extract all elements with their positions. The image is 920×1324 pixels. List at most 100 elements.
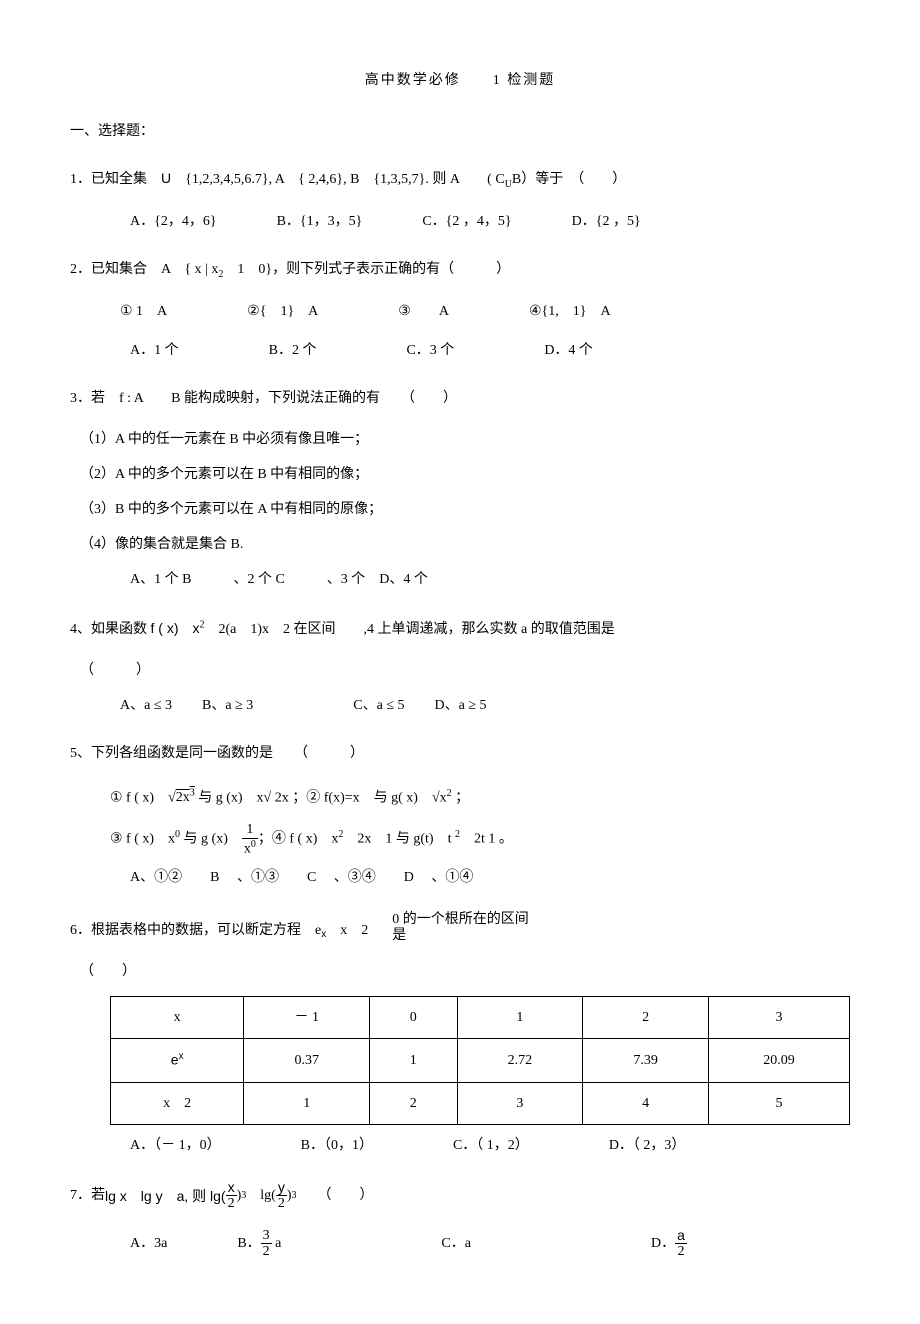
table-row: ex 0.37 1 2.72 7.39 20.09 xyxy=(111,1039,850,1083)
q7-f2-bot: 2 xyxy=(276,1196,287,1211)
section-1-header: 一、选择题： xyxy=(70,121,850,142)
q6-pre: 6．根据表格中的数据，可以断定方程 e xyxy=(70,917,321,945)
q4-options: A、a ≤ 3 B、a ≥ 3 C、a ≤ 5 D、a ≥ 5 xyxy=(70,695,850,716)
q5-l2-pre: ③ f ( x) x xyxy=(110,832,175,847)
q2-options: A．1 个 B．2 个 C．3 个 D．4 个 xyxy=(70,340,850,361)
q5-frac-top: 1 xyxy=(242,822,258,838)
q4-mid: 2(a 1)x 2 在区间 ,4 上单调递减，那么实数 a 的取值范围是 xyxy=(205,622,615,637)
q7-b-frac: 32 xyxy=(261,1228,272,1260)
q4-text: 4、如果函数 f ( x) x2 2(a 1)x 2 在区间 ,4 上单调递减，… xyxy=(70,614,850,644)
q4-opt-c: C、a ≤ 5 xyxy=(353,695,404,716)
q7-d-top: a xyxy=(675,1228,687,1244)
question-7: 7．若 lg x lg y a, 则 lg( x2 )3 lg( y2 ) 3 … xyxy=(70,1180,850,1260)
q6-stack-bot: 是 xyxy=(392,928,529,945)
q7-pre: 7．若 xyxy=(70,1182,105,1210)
q5-text: 5、下列各组函数是同一函数的是 （ ） xyxy=(70,740,850,768)
q7-opt-b: B．32 a xyxy=(237,1228,281,1260)
q5-l2-sup0b: 0 xyxy=(251,839,256,850)
q6-stack-top: 0 的一个根所在的区间 xyxy=(392,912,529,929)
q6-table: x － 1 0 1 2 3 ex 0.37 1 2.72 7.39 20.09 … xyxy=(110,996,850,1125)
q5-l1-2x3: 2x3 xyxy=(176,790,195,805)
q7-opt-a: A．3a xyxy=(130,1233,167,1254)
q2-pre: 2．已知集合 A { x | x xyxy=(70,262,218,277)
cell: 4 xyxy=(583,1082,709,1124)
q6-opt-c: C．（ 1，2） xyxy=(453,1135,529,1156)
question-4: 4、如果函数 f ( x) x2 2(a 1)x 2 在区间 ,4 上单调递减，… xyxy=(70,614,850,716)
q5-l1-pre: ① f ( x) √ xyxy=(110,790,176,805)
q5-l1-mid: 与 g (x) x√ 2x ；② f(x)=x 与 g( x) √x xyxy=(195,790,447,805)
q4-opt-b: B、a ≥ 3 xyxy=(202,695,253,716)
q5-line2: ③ f ( x) x0 与 g (x) 1x0；④ f ( x) x2 2x 1… xyxy=(70,822,850,856)
q3-options: A、1 个 B 、2 个 C 、3 个 D、4 个 xyxy=(70,569,850,590)
q7-d-pre: D． xyxy=(651,1236,675,1251)
q1-sub-u: U xyxy=(505,179,512,190)
spacer xyxy=(283,695,323,716)
q1-opt-d: D．{2 ，5} xyxy=(572,211,641,232)
cell: 1 xyxy=(244,1082,370,1124)
q7-f1-top: x xyxy=(226,1180,237,1196)
q6-paren: （ ） xyxy=(70,961,850,982)
q5-l2-mid3: 2x 1 与 g(t) t xyxy=(343,832,455,847)
q6-opt-a: A．（－ 1，0） xyxy=(130,1135,221,1156)
q2-opt-a: A．1 个 xyxy=(130,340,179,361)
q1-opt-b: B．{1，3，5} xyxy=(277,211,363,232)
q4-fx: f ( x) x xyxy=(151,620,200,636)
table-row: x － 1 0 1 2 3 xyxy=(111,997,850,1039)
q6-opt-d: D．（ 2，3） xyxy=(609,1135,686,1156)
cell-ex-header: ex xyxy=(111,1039,244,1083)
q7-text: 7．若 lg x lg y a, 则 lg( x2 )3 lg( y2 ) 3 … xyxy=(70,1180,850,1212)
q1-text: 1．已知全集 U {1,2,3,4,5,6.7}, A { 2,4,6}, B … xyxy=(70,164,850,195)
q3-text: 3．若 f : A B 能构成映射，下列说法正确的有 （ ） xyxy=(70,385,850,413)
q4-pre: 4、如果函数 xyxy=(70,622,151,637)
q7-end: （ ） xyxy=(297,1182,374,1210)
q6-text: 6．根据表格中的数据，可以断定方程 ex x 2 0 的一个根所在的区间 是 xyxy=(70,912,850,946)
cell: 0.37 xyxy=(244,1039,370,1083)
q7-mid2: lg( xyxy=(246,1182,276,1210)
q3-s2: （2）A 中的多个元素可以在 B 中有相同的像； xyxy=(70,464,850,485)
q7-lg: lg x lg y a, 则 lg( xyxy=(105,1182,226,1210)
q7-opt-c: C．a xyxy=(441,1233,471,1254)
cell: 2.72 xyxy=(457,1039,583,1083)
q1-opt-c: C．{2 ，4，5} xyxy=(422,211,511,232)
q5-2x: 2x xyxy=(176,790,190,805)
table-row: x 2 1 2 3 4 5 xyxy=(111,1082,850,1124)
question-6: 6．根据表格中的数据，可以断定方程 ex x 2 0 的一个根所在的区间 是 （… xyxy=(70,912,850,1156)
q7-f2-top: y xyxy=(276,1180,287,1196)
q4-opt-d: D、a ≥ 5 xyxy=(435,695,487,716)
q2-opt-b: B．2 个 xyxy=(269,340,317,361)
question-5: 5、下列各组函数是同一函数的是 （ ） ① f ( x) √2x3 与 g (x… xyxy=(70,740,850,888)
q2-text: 2．已知集合 A { x | x2 1 0}，则下列式子表示正确的有（ ） xyxy=(70,256,850,285)
q2-circ-1: ① 1 A xyxy=(120,301,167,322)
q6-options: A．（－ 1，0） B．（0，1） C．（ 1，2） D．（ 2，3） xyxy=(70,1135,850,1156)
q2-opt-c: C．3 个 xyxy=(406,340,454,361)
q4-paren: （ ） xyxy=(70,660,850,681)
q2-circ-2: ②{ 1} A xyxy=(247,301,318,322)
cell: 5 xyxy=(708,1082,849,1124)
q1-options: A．{2，4，6} B．{1，3，5} C．{2 ，4，5} D．{2 ，5} xyxy=(70,211,850,232)
q7-b-suf: a xyxy=(272,1236,282,1251)
q7-f1-bot: 2 xyxy=(226,1196,237,1211)
q1-pre: 1．已知全集 xyxy=(70,172,161,187)
cell: 1 xyxy=(370,1039,457,1083)
q5-frac: 1x0 xyxy=(242,822,258,856)
page-title: 高中数学必修 1 检测题 xyxy=(70,70,850,91)
q7-b-bot: 2 xyxy=(261,1244,272,1259)
cell: 1 xyxy=(457,997,583,1039)
q7-b-top: 3 xyxy=(261,1228,272,1244)
q1-U: U xyxy=(161,170,171,186)
q3-s4: （4）像的集合就是集合 B. xyxy=(70,534,850,555)
q3-s3: （3）B 中的多个元素可以在 A 中有相同的原像； xyxy=(70,499,850,520)
question-3: 3．若 f : A B 能构成映射，下列说法正确的有 （ ） （1）A 中的任一… xyxy=(70,385,850,590)
cell: － 1 xyxy=(244,997,370,1039)
q5-options: A、①② B 、①③ C 、③④ D 、①④ xyxy=(70,867,850,888)
question-1: 1．已知全集 U {1,2,3,4,5,6.7}, A { 2,4,6}, B … xyxy=(70,164,850,232)
cell: 2 xyxy=(370,1082,457,1124)
q2-circ-4: ④{1, 1} A xyxy=(529,301,611,322)
q7-options: A．3a B．32 a C．a D．a2 xyxy=(70,1228,850,1260)
q3-s1: （1）A 中的任一元素在 B 中必须有像且唯一； xyxy=(70,429,850,450)
q7-opt-d: D．a2 xyxy=(651,1228,687,1260)
q2-opt-d: D．4 个 xyxy=(544,340,593,361)
q2-inline-options: ① 1 A ②{ 1} A ③ A ④{1, 1} A xyxy=(70,301,850,322)
q1-opt-a: A．{2，4，6} xyxy=(130,211,217,232)
q7-frac2: y2 xyxy=(276,1180,287,1212)
